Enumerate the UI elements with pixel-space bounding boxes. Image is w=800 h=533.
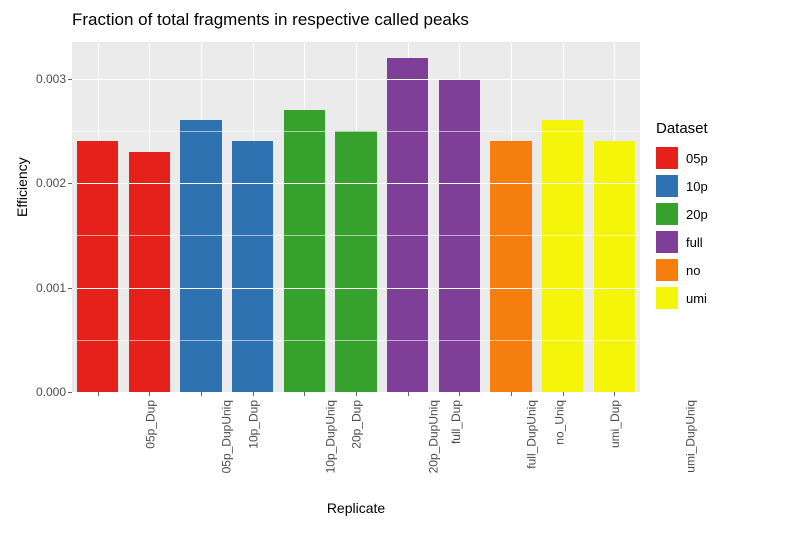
legend-swatch bbox=[656, 147, 678, 169]
plot-area bbox=[72, 42, 640, 392]
x-tick-mark bbox=[408, 392, 409, 396]
x-tick-mark bbox=[563, 392, 564, 396]
legend-item: 20p bbox=[656, 203, 708, 225]
bar bbox=[129, 152, 170, 392]
gridline-h-minor bbox=[72, 235, 640, 236]
x-tick-mark bbox=[614, 392, 615, 396]
legend-item: 10p bbox=[656, 175, 708, 197]
chart-title: Fraction of total fragments in respectiv… bbox=[72, 10, 469, 30]
x-tick-mark bbox=[201, 392, 202, 396]
gridline-h bbox=[72, 183, 640, 184]
legend-label: full bbox=[686, 235, 703, 250]
bar bbox=[77, 141, 118, 392]
legend-item: umi bbox=[656, 287, 708, 309]
legend-swatch bbox=[656, 287, 678, 309]
gridline-h bbox=[72, 288, 640, 289]
gridline-h bbox=[72, 79, 640, 80]
bar bbox=[232, 141, 273, 392]
legend-swatch bbox=[656, 175, 678, 197]
legend-item: 05p bbox=[656, 147, 708, 169]
y-tick-label: 0.003 bbox=[36, 72, 66, 86]
legend-label: 20p bbox=[686, 207, 708, 222]
x-tick-mark bbox=[459, 392, 460, 396]
bar bbox=[594, 141, 635, 392]
y-axis-label: Efficiency bbox=[14, 157, 30, 217]
x-tick-label: full_DupUniq bbox=[525, 400, 539, 469]
legend-swatch bbox=[656, 203, 678, 225]
x-tick-label: 20p_Dup bbox=[350, 400, 364, 449]
legend-label: no bbox=[686, 263, 700, 278]
x-tick-mark bbox=[356, 392, 357, 396]
legend-item: full bbox=[656, 231, 708, 253]
y-tick-mark bbox=[68, 288, 72, 289]
bar bbox=[542, 120, 583, 392]
gridline-h-minor bbox=[72, 131, 640, 132]
x-tick-mark bbox=[511, 392, 512, 396]
bar bbox=[335, 131, 376, 392]
legend-label: 05p bbox=[686, 151, 708, 166]
legend-label: umi bbox=[686, 291, 707, 306]
y-tick-label: 0.001 bbox=[36, 281, 66, 295]
x-tick-mark bbox=[98, 392, 99, 396]
legend-label: 10p bbox=[686, 179, 708, 194]
legend-title: Dataset bbox=[656, 120, 708, 137]
legend-swatch bbox=[656, 231, 678, 253]
legend-swatch bbox=[656, 259, 678, 281]
y-tick-mark bbox=[68, 183, 72, 184]
y-tick-mark bbox=[68, 392, 72, 393]
x-tick-label: 05p_DupUniq bbox=[220, 400, 234, 473]
bar bbox=[490, 141, 531, 392]
x-tick-label: 20p_DupUniq bbox=[426, 400, 440, 473]
x-tick-label: 10p_DupUniq bbox=[323, 400, 337, 473]
bar bbox=[180, 120, 221, 392]
x-tick-label: full_Dup bbox=[449, 400, 463, 444]
x-tick-label: 05p_Dup bbox=[144, 400, 158, 449]
y-tick-label: 0.000 bbox=[36, 385, 66, 399]
x-tick-label: umi_DupUniq bbox=[684, 400, 698, 473]
x-tick-label: umi_Dup bbox=[608, 400, 622, 448]
legend-item: no bbox=[656, 259, 708, 281]
x-tick-mark bbox=[304, 392, 305, 396]
legend: Dataset 05p 10p 20p full no umi bbox=[656, 120, 708, 315]
x-axis-label: Replicate bbox=[72, 500, 640, 516]
y-tick-mark bbox=[68, 79, 72, 80]
chart-container: Fraction of total fragments in respectiv… bbox=[0, 0, 800, 533]
x-tick-label: no_Uniq bbox=[553, 400, 567, 445]
x-tick-label: 10p_Dup bbox=[247, 400, 261, 449]
bar bbox=[387, 58, 428, 392]
gridline-h-minor bbox=[72, 340, 640, 341]
x-tick-mark bbox=[149, 392, 150, 396]
x-tick-mark bbox=[253, 392, 254, 396]
bar bbox=[284, 110, 325, 392]
y-tick-label: 0.002 bbox=[36, 176, 66, 190]
